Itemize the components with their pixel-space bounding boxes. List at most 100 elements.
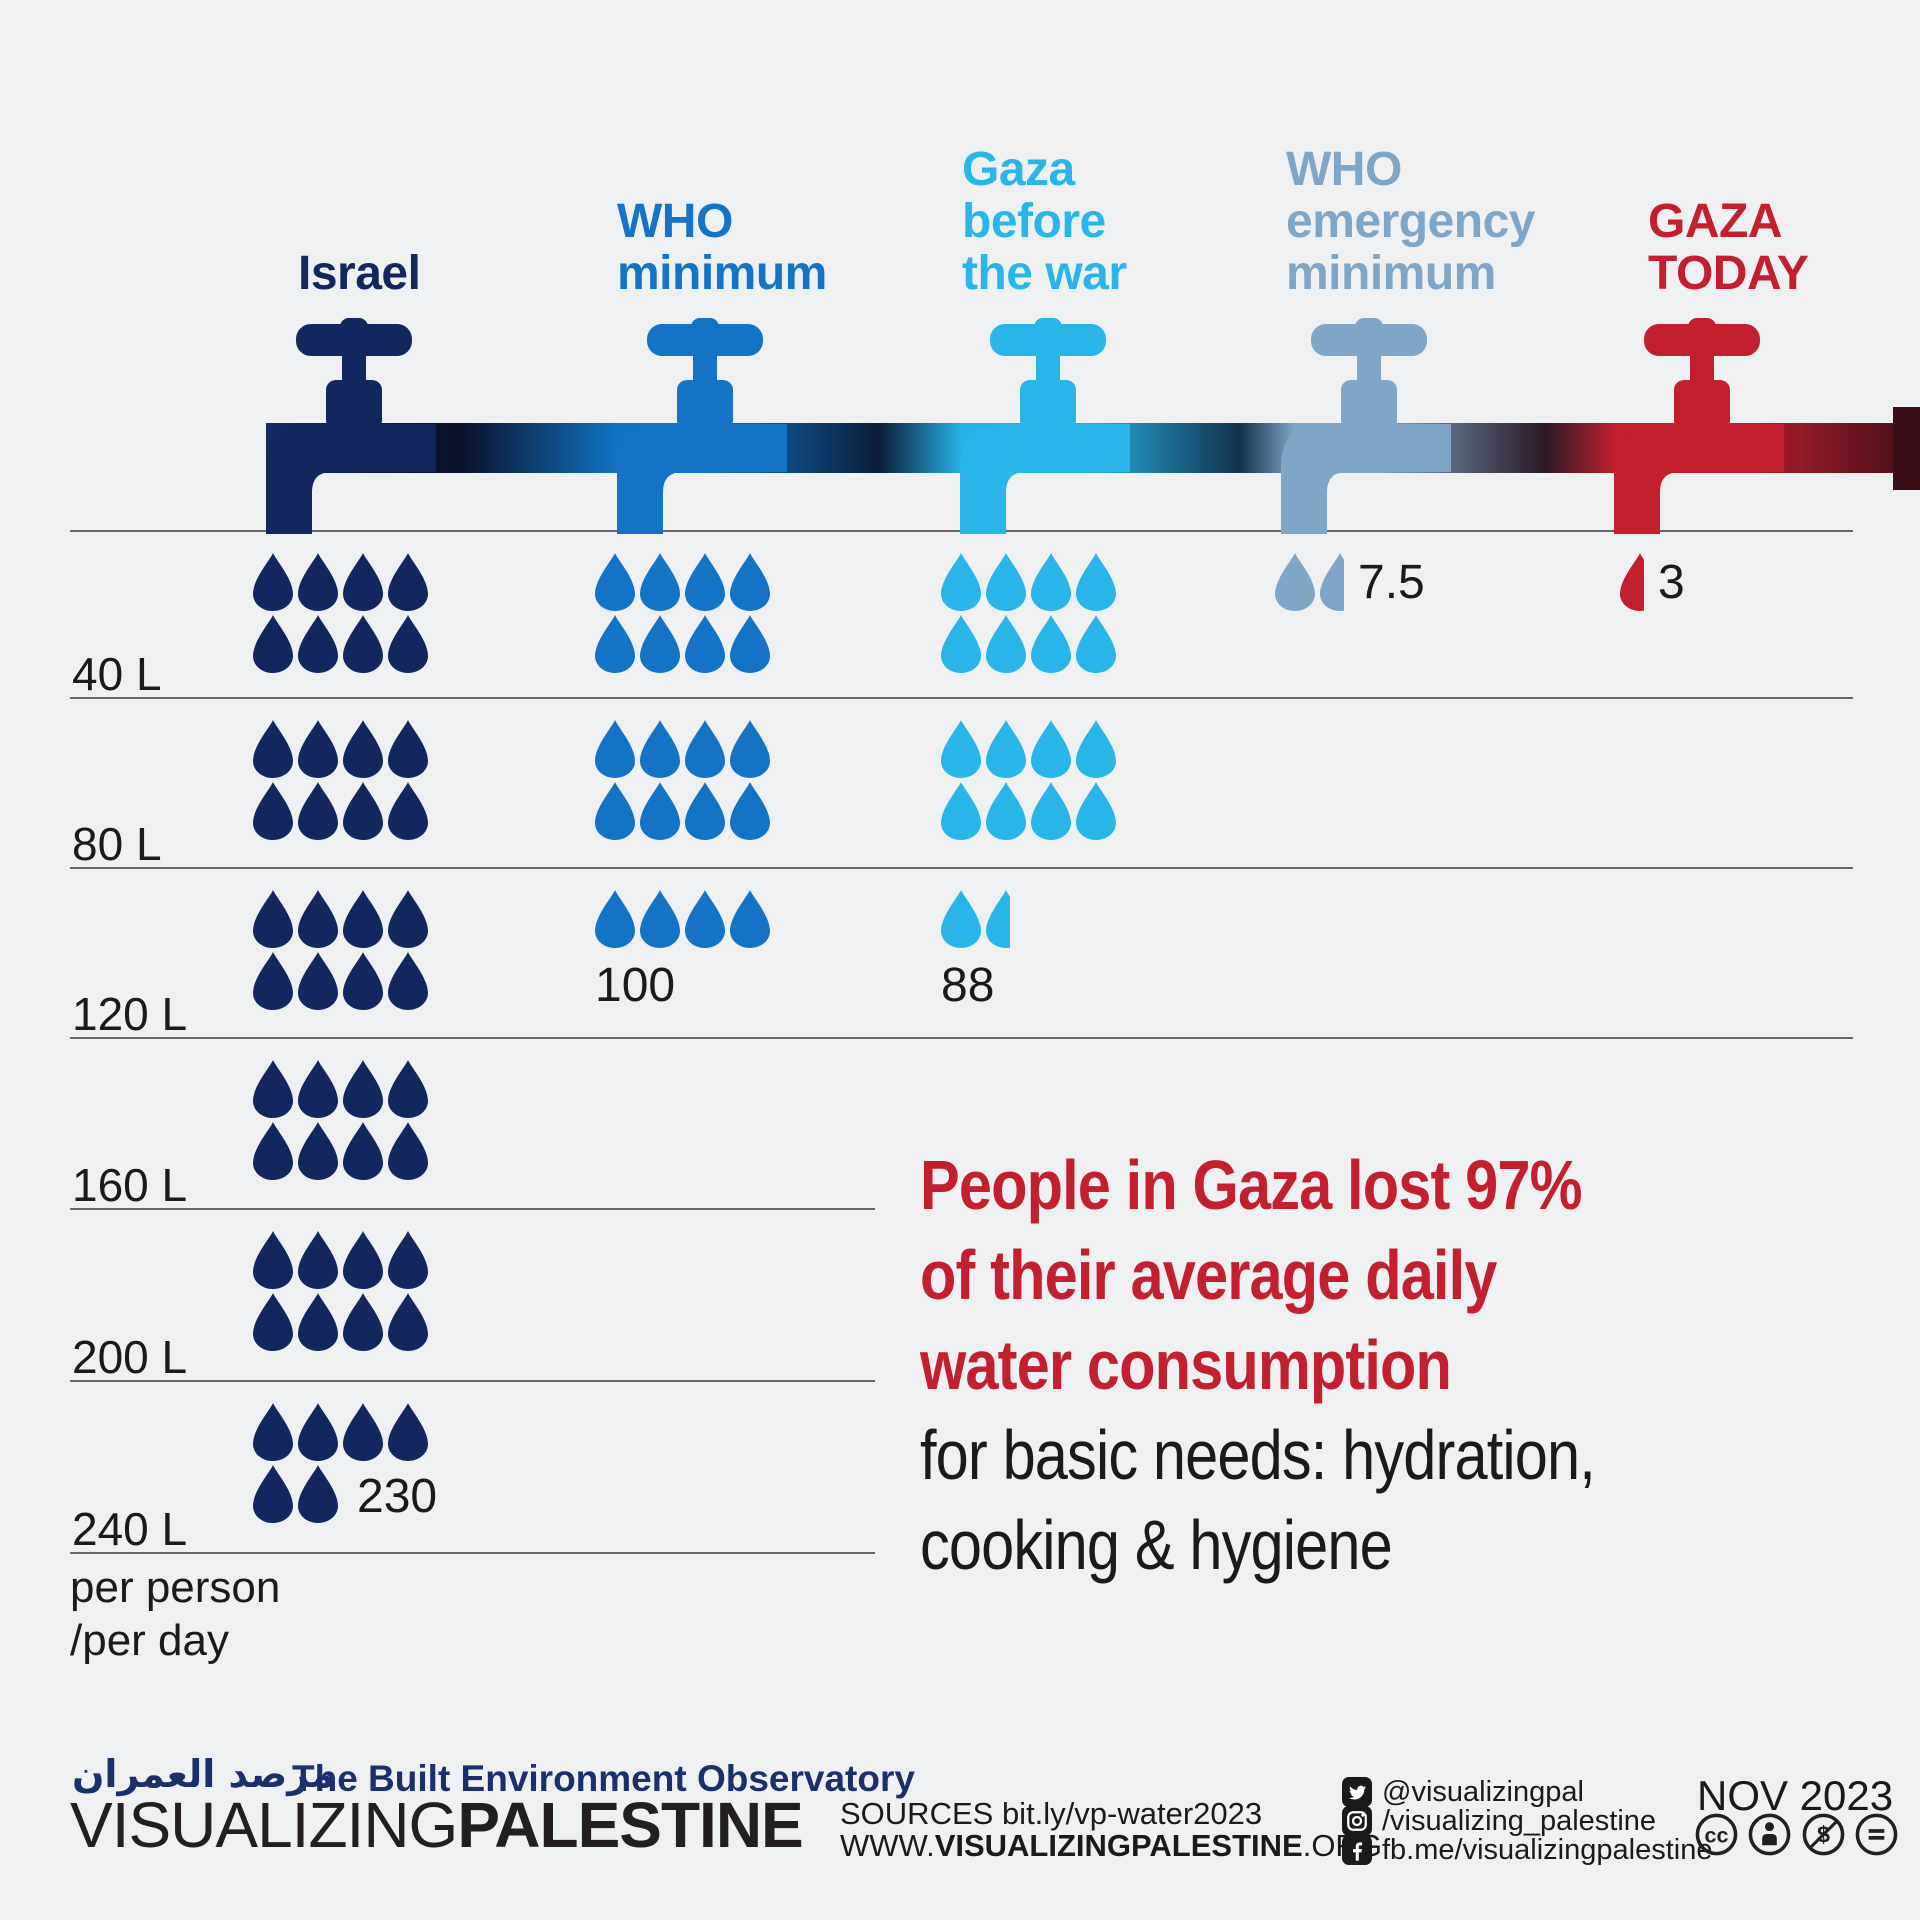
water-drop xyxy=(685,890,725,948)
water-drop xyxy=(343,615,383,673)
faucet-neck xyxy=(326,380,382,430)
water-drop xyxy=(1076,720,1116,778)
faucet-knob xyxy=(691,318,719,338)
column-header-gaza-before-the-war: Gaza before the war xyxy=(962,143,1127,300)
grid-line xyxy=(70,1208,875,1210)
water-drop xyxy=(388,890,428,948)
axis-note-per-day: /per day xyxy=(70,1616,229,1665)
water-drop xyxy=(640,890,680,948)
water-drop xyxy=(298,782,338,840)
water-drop xyxy=(1031,782,1071,840)
water-drop xyxy=(1076,553,1116,611)
faucet-neck xyxy=(1020,380,1076,430)
water-drop xyxy=(640,720,680,778)
grid-line xyxy=(70,1380,875,1382)
pipe-end-cap xyxy=(1893,407,1920,490)
water-drop xyxy=(298,553,338,611)
water-drop xyxy=(685,782,725,840)
value-label-israel: 230 xyxy=(357,1470,438,1523)
axis-tick: 200 L xyxy=(72,1331,188,1383)
cc-nc-icon: $ xyxy=(1802,1813,1845,1856)
instagram-handle: /visualizing_palestine xyxy=(1382,1805,1657,1837)
brand-light: VISUALIZING xyxy=(70,1789,458,1861)
water-drop xyxy=(343,1403,383,1461)
water-drop xyxy=(343,1060,383,1118)
water-drop xyxy=(685,720,725,778)
value-label-who-minimum: 100 xyxy=(595,959,676,1012)
axis-tick: 40 L xyxy=(72,648,162,700)
water-drop xyxy=(730,553,770,611)
water-drop xyxy=(253,553,293,611)
water-drop xyxy=(253,720,293,778)
water-drop xyxy=(1076,615,1116,673)
cc-icon: cc xyxy=(1695,1813,1738,1856)
water-drop xyxy=(730,615,770,673)
facebook-icon xyxy=(1342,1835,1372,1865)
water-drop xyxy=(595,890,635,948)
faucet-gaza-today xyxy=(1614,318,1784,534)
headline-black-line: cooking & hygiene xyxy=(920,1506,1393,1584)
water-drop xyxy=(595,720,635,778)
water-drop xyxy=(298,1465,338,1523)
water-drop xyxy=(986,553,1026,611)
twitter-icon xyxy=(1342,1777,1372,1807)
water-drop xyxy=(253,890,293,948)
water-drop xyxy=(1275,553,1315,611)
water-drop xyxy=(941,615,981,673)
water-drop xyxy=(298,615,338,673)
date-label: NOV 2023 xyxy=(1697,1772,1894,1819)
column-header-israel: Israel xyxy=(298,247,421,300)
water-drop xyxy=(685,553,725,611)
value-label-gaza-before-the-war: 88 xyxy=(941,959,995,1012)
faucet-handle xyxy=(1644,324,1760,356)
water-drop xyxy=(730,890,770,948)
water-drop-partial xyxy=(986,890,1010,948)
water-drop xyxy=(298,1293,338,1351)
water-drop xyxy=(253,1293,293,1351)
water-drop xyxy=(595,553,635,611)
water-drop xyxy=(388,1231,428,1289)
faucet-knob xyxy=(340,318,368,338)
svg-text:cc: cc xyxy=(1705,1823,1729,1847)
instagram-icon xyxy=(1342,1806,1372,1836)
sources-line: SOURCES bit.ly/vp-water2023 xyxy=(840,1796,1262,1832)
column-header-who-emergency-minimum: WHO emergency minimum xyxy=(1286,143,1535,300)
water-drop xyxy=(941,720,981,778)
water-drop xyxy=(343,720,383,778)
water-drop xyxy=(595,615,635,673)
faucet-body xyxy=(617,424,787,534)
water-drop xyxy=(298,1231,338,1289)
grid-line xyxy=(70,697,1853,699)
water-drop xyxy=(298,952,338,1010)
grid-line xyxy=(70,1552,875,1554)
water-drop xyxy=(640,782,680,840)
social-twitter: @visualizingpal xyxy=(1342,1776,1584,1808)
faucet-body xyxy=(1614,424,1784,534)
faucet-knob xyxy=(1355,318,1383,338)
facebook-handle: fb.me/visualizingpalestine xyxy=(1382,1834,1713,1866)
water-drop xyxy=(388,1403,428,1461)
water-drop xyxy=(1031,720,1071,778)
axis-tick: 120 L xyxy=(72,988,188,1040)
water-drop xyxy=(388,553,428,611)
water-drop xyxy=(986,615,1026,673)
faucet-neck xyxy=(1674,380,1730,430)
water-drop xyxy=(253,1122,293,1180)
water-drop xyxy=(986,782,1026,840)
headline-red-line: of their average daily xyxy=(920,1236,1497,1314)
water-drop xyxy=(730,782,770,840)
axis-note-per-person: per person xyxy=(70,1563,281,1612)
value-label-gaza-today: 3 xyxy=(1658,556,1685,609)
water-drop xyxy=(1076,782,1116,840)
water-drop xyxy=(343,1293,383,1351)
water-drop-partial xyxy=(1320,553,1344,611)
column-header-gaza-today: GAZA TODAY xyxy=(1648,195,1809,300)
water-drop xyxy=(640,553,680,611)
sources-label: SOURCES xyxy=(840,1796,994,1831)
water-drop xyxy=(253,952,293,1010)
water-drop xyxy=(343,1122,383,1180)
grid-line xyxy=(70,867,1853,869)
observatory-name: The Built Environment Observatory xyxy=(292,1758,915,1799)
water-drop xyxy=(343,952,383,1010)
